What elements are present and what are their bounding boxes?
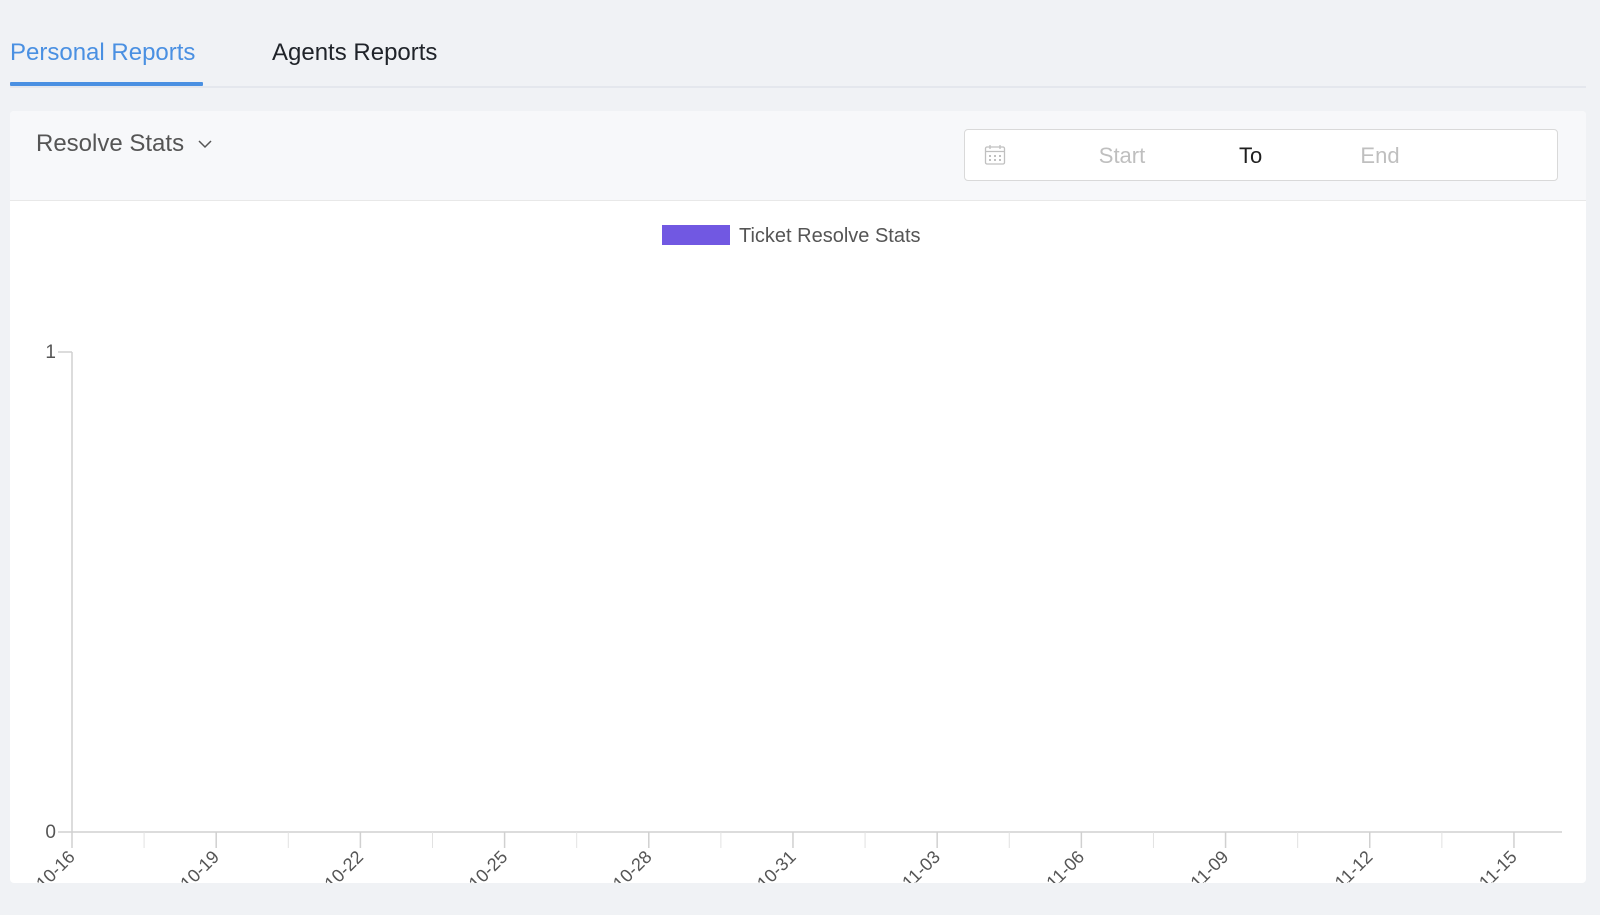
x-tick-label: 2021-11-12 [1298,847,1376,883]
x-tick-label: 2021-10-28 [576,847,655,883]
chevron-down-icon [198,140,212,149]
y-axis-ticks: 01 [45,342,72,843]
chart-legend[interactable]: Ticket Resolve Stats [662,225,921,247]
x-tick-label: 2021-11-03 [866,847,944,883]
report-card-header: Resolve Stats To [10,111,1586,201]
tab-personal-reports[interactable]: Personal Reports [10,39,196,66]
x-tick-label: 2021-11-09 [1154,847,1232,883]
date-end-input[interactable] [1305,141,1455,171]
date-start-input[interactable] [1047,141,1197,171]
legend-label: Ticket Resolve Stats [739,225,921,247]
x-tick-label: 2021-10-16 [10,847,79,883]
legend-swatch [662,225,730,245]
y-tick-label: 1 [45,342,56,363]
x-tick-label: 2021-10-31 [721,847,800,883]
calendar-icon [984,145,1006,165]
x-tick-label: 2021-10-25 [432,847,511,883]
x-axis-ticks: 2021-10-16 2021-10-19 2021-10-22 2021-10-25… [10,832,1521,883]
report-tabs: Personal Reports Agents Reports [10,0,1586,88]
x-tick-label: 2021-10-19 [144,847,223,883]
chart-axes [71,352,1562,833]
y-tick-label: 0 [45,822,56,843]
x-tick-label: 2021-11-06 [1010,847,1088,883]
report-card: Resolve Stats To [10,111,1586,883]
x-tick-label: 2021-11-15 [1442,847,1520,883]
active-tab-indicator [10,82,203,86]
date-range-picker[interactable]: To [964,129,1558,181]
resolve-stats-chart: Ticket Resolve Stats 01 2021-10-162021-1… [10,225,1562,883]
report-type-value: Resolve Stats [36,130,185,157]
date-range-separator: To [1239,143,1263,168]
report-type-select[interactable]: Resolve Stats [36,127,212,161]
tab-agents-reports[interactable]: Agents Reports [272,39,438,66]
x-tick-label: 2021-10-22 [288,847,367,883]
